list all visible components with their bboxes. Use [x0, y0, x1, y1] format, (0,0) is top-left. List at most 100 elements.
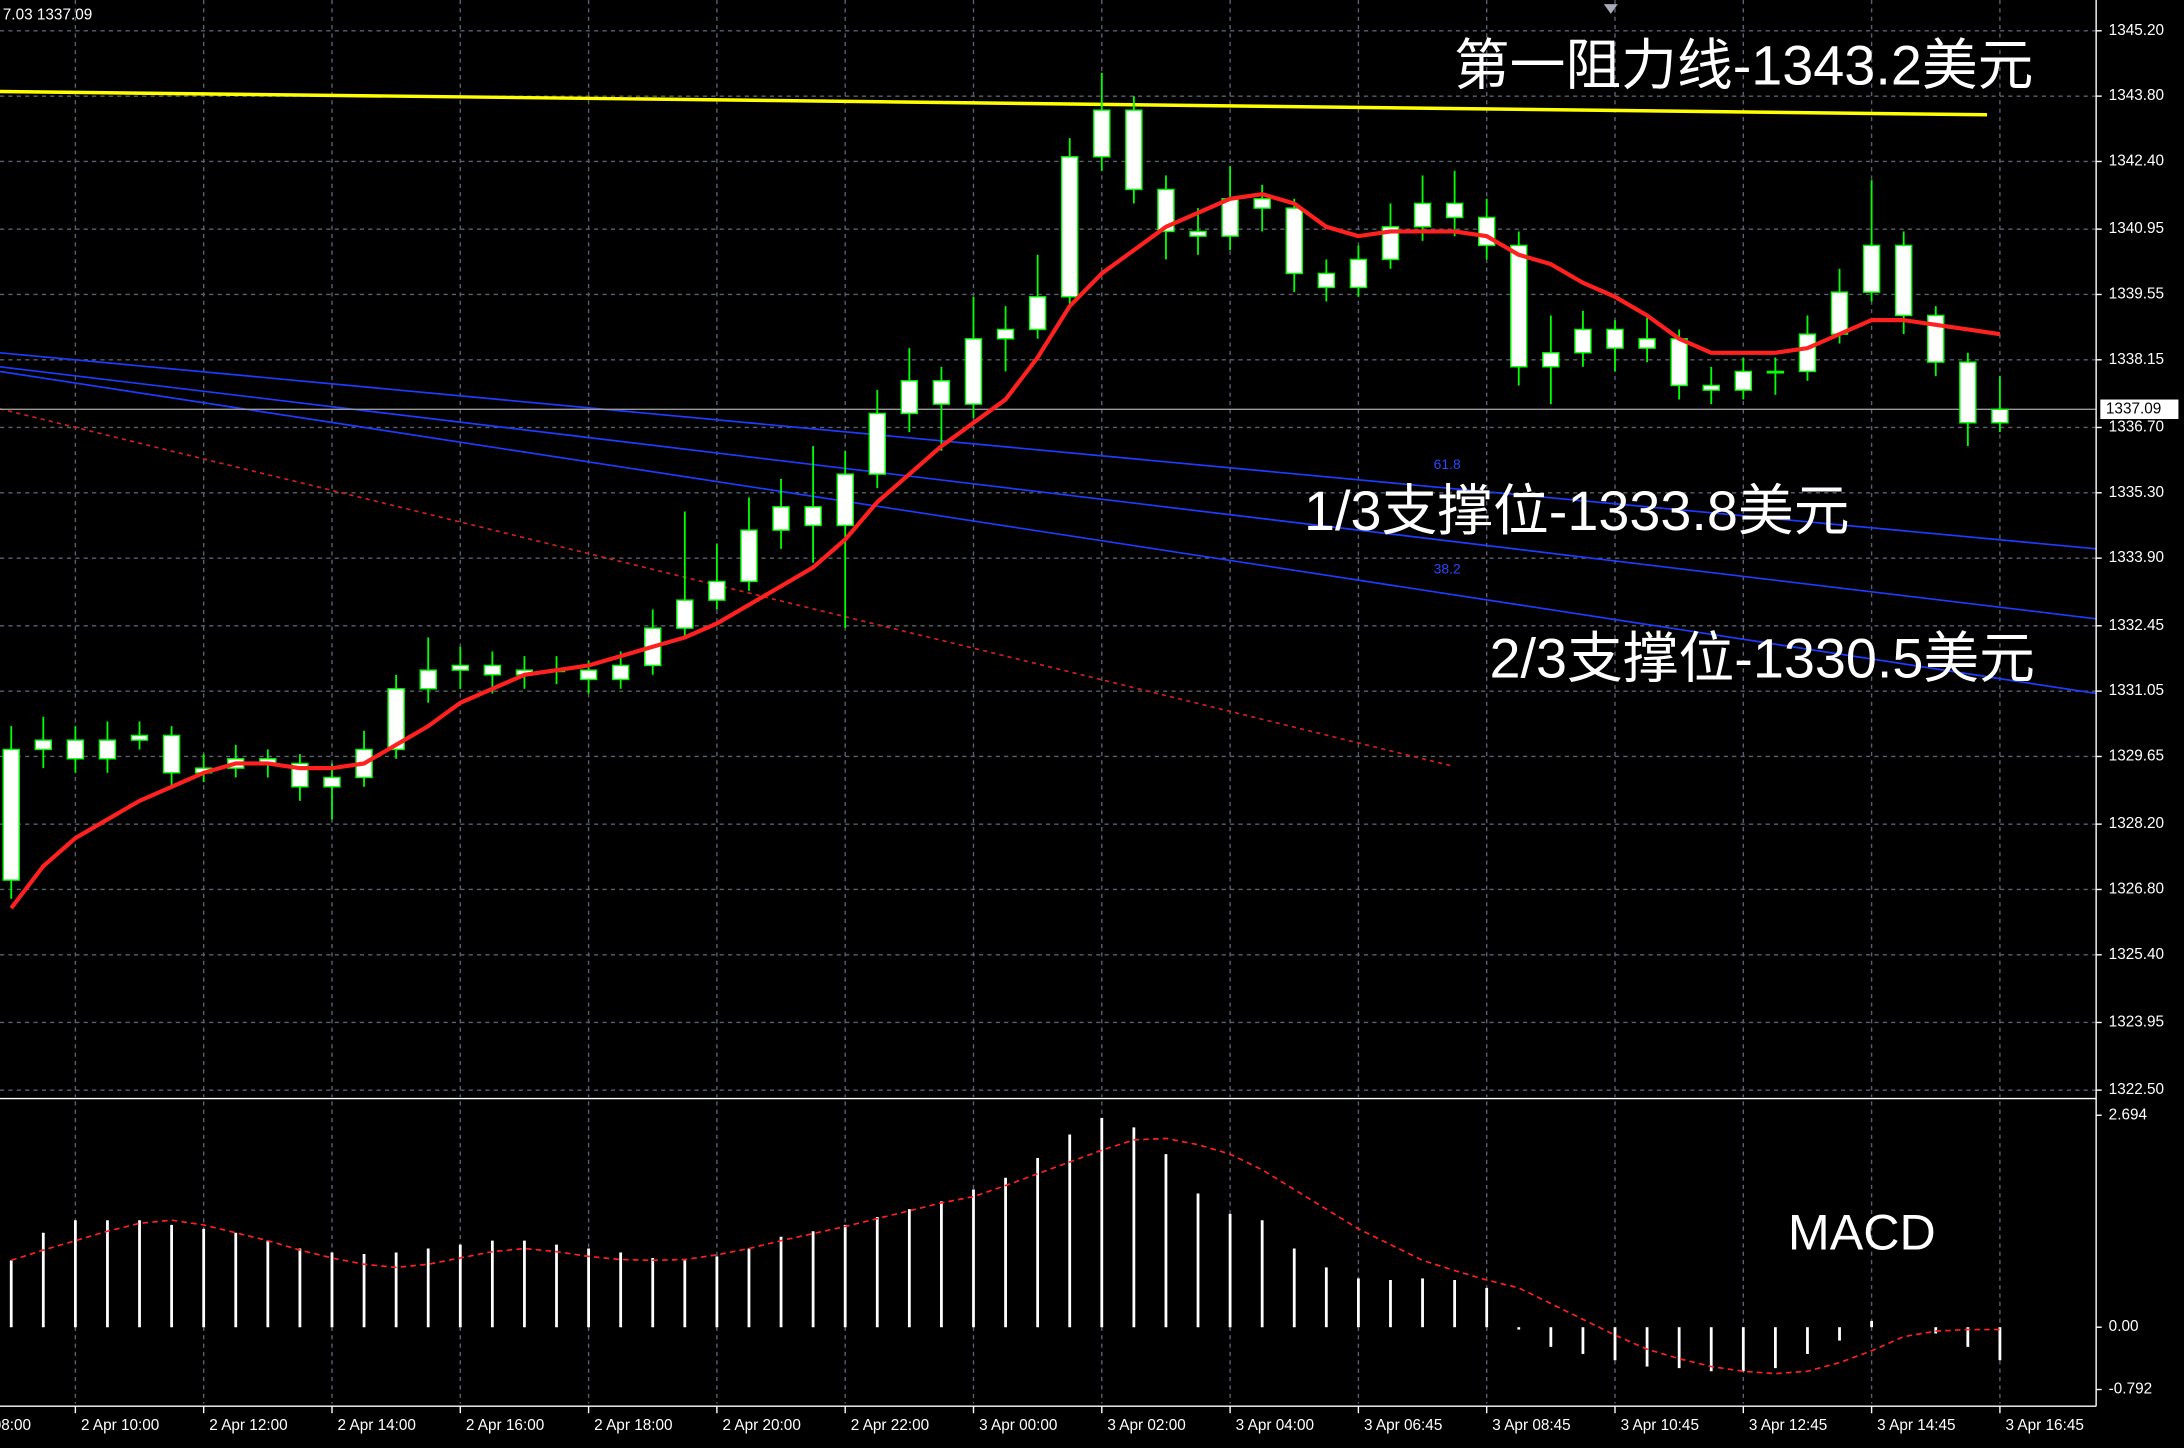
- trend-line: [0, 89, 1988, 117]
- y-tick-label: 1326.80: [2109, 881, 2164, 898]
- x-tick-label: 2 Apr 08:00: [0, 1417, 31, 1434]
- candle-body: [676, 599, 694, 629]
- y-tick-label: 1345.20: [2109, 22, 2164, 39]
- x-tick-label: 3 Apr 00:00: [979, 1417, 1057, 1434]
- x-tick-label: 3 Apr 12:45: [1749, 1417, 1827, 1434]
- candle-body: [98, 739, 117, 760]
- y-tick-label: 0.00: [2109, 1318, 2139, 1335]
- candle-body: [1862, 244, 1881, 293]
- x-tick-label: 2 Apr 10:00: [81, 1417, 159, 1434]
- candle-body: [932, 380, 951, 405]
- y-tick-label: 1343.80: [2109, 87, 2164, 104]
- y-tick-label: -0.792: [2109, 1381, 2152, 1398]
- candle-body: [1959, 361, 1977, 424]
- candle-body: [996, 328, 1015, 340]
- x-tick-label: 2 Apr 22:00: [851, 1417, 929, 1434]
- y-tick-label: 1340.95: [2109, 220, 2164, 237]
- candle-body: [323, 776, 341, 788]
- y-tick-label: 1331.05: [2109, 682, 2164, 699]
- candle-body: [1253, 198, 1271, 209]
- fib-label: 38.2: [1434, 561, 1461, 577]
- candle-body: [1766, 370, 1785, 374]
- candle-body: [804, 506, 822, 527]
- x-tick-label: 3 Apr 16:45: [2005, 1417, 2083, 1434]
- x-tick-label: 2 Apr 16:00: [466, 1417, 544, 1434]
- candle-body: [1157, 188, 1175, 233]
- trend-line: [0, 351, 2097, 550]
- x-tick-label: 3 Apr 06:45: [1364, 1417, 1442, 1434]
- candle-body: [836, 473, 854, 527]
- annotation: 2/3支撑位-1330.5美元: [1489, 627, 2034, 689]
- y-tick-label: 1332.45: [2109, 617, 2164, 634]
- candle-body: [772, 506, 790, 531]
- x-tick-label: 3 Apr 10:45: [1621, 1417, 1699, 1434]
- candle-body: [2, 748, 20, 881]
- candle-body: [708, 580, 726, 601]
- fib-label: 61.8: [1434, 456, 1461, 472]
- candle-body: [66, 739, 85, 760]
- candle-body: [964, 338, 983, 405]
- candle-body: [1734, 370, 1753, 391]
- plot-area: [0, 72, 2097, 1375]
- x-tick-label: 3 Apr 08:45: [1492, 1417, 1570, 1434]
- candle-body: [451, 664, 470, 671]
- candle-body: [130, 734, 149, 741]
- x-tick-label: 2 Apr 18:00: [594, 1417, 672, 1434]
- candle-body: [1221, 198, 1239, 237]
- candle-body: [162, 734, 181, 774]
- candle-body: [1574, 328, 1592, 354]
- y-tick-label: 1336.70: [2109, 419, 2164, 436]
- shift-marker: [1603, 4, 1618, 14]
- trend-line: [0, 407, 1452, 767]
- candle-body: [1542, 352, 1560, 368]
- candle-body: [1830, 291, 1849, 335]
- candle-body: [34, 739, 53, 751]
- candle-body: [1189, 230, 1207, 237]
- y-tick-label: 1325.40: [2109, 946, 2164, 963]
- candle-body: [740, 529, 758, 583]
- candle-body: [1670, 338, 1688, 387]
- x-tick-label: 2 Apr 14:00: [338, 1417, 416, 1434]
- y-tick-label: 1339.55: [2109, 286, 2164, 303]
- candle-body: [1285, 207, 1303, 275]
- y-tick-label: 2.694: [2109, 1106, 2148, 1123]
- candle-body: [1638, 338, 1656, 349]
- candle-body: [387, 688, 405, 751]
- candle-body: [419, 669, 437, 690]
- candle-body: [1028, 296, 1047, 331]
- candle-body: [1445, 202, 1464, 219]
- moving-average: [9, 192, 2001, 910]
- x-tick-label: 3 Apr 02:00: [1107, 1417, 1185, 1434]
- candle-body: [1702, 384, 1720, 391]
- candle-body: [1798, 333, 1817, 373]
- candle-body: [611, 664, 630, 681]
- x-tick-label: 3 Apr 04:00: [1236, 1417, 1314, 1434]
- y-tick-label: 1329.65: [2109, 748, 2164, 765]
- candle-body: [1606, 328, 1624, 349]
- signal-line: [10, 1137, 2000, 1375]
- candle-body: [1381, 226, 1400, 261]
- candle-body: [1991, 408, 2009, 424]
- last-price-label: 1337.09: [2106, 400, 2161, 417]
- candle-body: [868, 412, 886, 475]
- candle-body: [1894, 244, 1913, 317]
- y-tick-label: 1328.20: [2109, 815, 2164, 832]
- y-tick-label: 1323.95: [2109, 1014, 2164, 1031]
- annotation: 1/3支撑位-1333.8美元: [1304, 480, 1849, 542]
- annotation: 第一阻力线-1343.2美元: [1454, 34, 2033, 96]
- y-tick-label: 1333.90: [2109, 549, 2164, 566]
- candle-body: [1125, 109, 1143, 191]
- candle-body: [579, 669, 598, 681]
- trend-line: [0, 370, 2097, 695]
- y-tick-label: 1322.50: [2109, 1081, 2164, 1098]
- macd-title: MACD: [1788, 1205, 1936, 1261]
- header-text: 7.03 1337.09: [3, 7, 92, 24]
- candle-body: [1413, 202, 1432, 228]
- x-tick-label: 2 Apr 12:00: [209, 1417, 287, 1434]
- last-price-box: [2100, 399, 2179, 420]
- candle-body: [1349, 258, 1368, 289]
- candle-body: [1093, 109, 1111, 158]
- candle-body: [483, 664, 502, 676]
